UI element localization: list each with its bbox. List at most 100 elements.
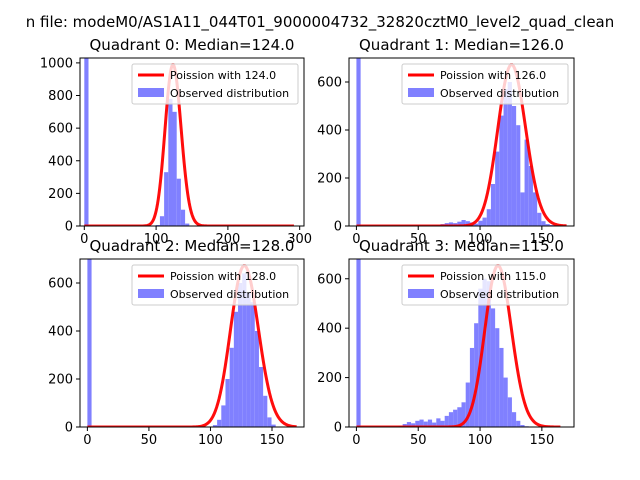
legend-box [401, 264, 569, 306]
histogram-bar [520, 192, 525, 226]
histogram-bar [448, 412, 454, 427]
histogram-bar [415, 420, 420, 427]
legend-hist-label: Observed distribution [170, 87, 289, 100]
histogram-bar [180, 209, 186, 226]
x-tick-label: 0 [83, 433, 91, 448]
histogram-bar [258, 367, 264, 427]
histogram-bar [516, 420, 521, 427]
histogram-bar [545, 224, 550, 226]
histogram-bar [495, 328, 500, 427]
y-tick-label: 200 [48, 187, 73, 202]
histogram-bar [233, 311, 239, 427]
legend-box [131, 63, 299, 105]
histogram-bar [172, 111, 177, 226]
histogram-bar [495, 151, 500, 226]
histogram-bar [507, 82, 512, 226]
legend-fit-label: Poission with 124.0 [170, 69, 276, 82]
histogram-bar [511, 412, 517, 427]
y-tick-label: 0 [334, 421, 342, 436]
histogram-bar [461, 402, 466, 427]
histogram-bar [229, 347, 234, 427]
quadrant-2-histogram [87, 259, 280, 427]
histogram-bar [159, 216, 165, 226]
y-tick-label: 400 [48, 325, 73, 340]
histogram-bar [474, 223, 479, 226]
histogram-bar [271, 424, 276, 427]
x-tick-label: 150 [529, 232, 554, 247]
x-tick-label: 100 [468, 232, 493, 247]
histogram-bar [225, 379, 230, 427]
legend-hist-swatch [408, 88, 434, 97]
histogram-bar [411, 423, 416, 427]
quadrant-3-legend: Poission with 115.0 Observed distribution [401, 264, 569, 306]
x-tick-label: 50 [141, 433, 158, 448]
x-tick-label: 0 [352, 232, 360, 247]
histogram-bar [406, 422, 412, 427]
quadrant-3-panel: Quadrant 3: Median=115.0 0 50 100 150 0 200 400… [317, 237, 575, 448]
x-tick-label: 150 [260, 433, 285, 448]
histogram-bar [436, 418, 441, 427]
quadrant-1-legend: Poission with 126.0 Observed distribution [401, 63, 569, 105]
y-tick-label: 200 [48, 373, 73, 388]
quadrant-2-legend: Poission with 128.0 Observed distribution [131, 264, 299, 306]
histogram-bar [482, 217, 487, 226]
histogram-bar [474, 323, 479, 427]
y-tick-label: 400 [317, 124, 342, 139]
histogram-bar [490, 184, 496, 226]
x-tick-label: 100 [468, 433, 493, 448]
histogram-bar [478, 220, 483, 226]
x-tick-label: 0 [80, 232, 88, 247]
histogram-bar [423, 421, 428, 427]
x-tick-label: 50 [410, 232, 427, 247]
histogram-bar [444, 415, 449, 427]
y-tick-label: 1000 [40, 56, 73, 71]
histogram-bar [524, 139, 529, 226]
legend-hist-label: Observed distribution [440, 87, 559, 100]
y-tick-label: 600 [48, 277, 73, 292]
legend-hist-swatch [138, 289, 164, 298]
histogram-bar [238, 283, 243, 427]
y-tick-label: 400 [317, 322, 342, 337]
legend-box [131, 264, 299, 306]
quadrant-3-frame [348, 258, 575, 428]
histogram-bar [440, 420, 445, 427]
quadrant-2-title: Quadrant 2: Median=128.0 [90, 237, 295, 255]
histogram-bar [457, 221, 462, 226]
histogram-bar [499, 115, 504, 226]
y-tick-label: 600 [317, 272, 342, 287]
histogram-bar [356, 58, 361, 226]
histogram-bar [461, 220, 466, 226]
histogram-bar [507, 397, 512, 427]
y-tick-label: 800 [48, 89, 73, 104]
histogram-bar [164, 172, 169, 226]
histogram-bar [87, 259, 92, 427]
histogram-bar [499, 347, 504, 427]
y-tick-label: 0 [65, 421, 73, 436]
histogram-bar [503, 89, 508, 226]
histogram-bar [465, 221, 470, 226]
histogram-bar [427, 419, 433, 427]
x-tick-label: 100 [198, 433, 223, 448]
legend-hist-swatch [408, 289, 434, 298]
quadrant-0-panel: Quadrant 0: Median=124.0 0 100 200 300 0 200 40… [40, 36, 312, 247]
histogram-bar [465, 382, 470, 427]
quadrant-2-panel: Quadrant 2: Median=128.0 0 50 100 150 0 200 400… [48, 237, 305, 448]
quadrant-2-frame [79, 258, 305, 428]
x-tick-label: 150 [529, 433, 554, 448]
histogram-bar [217, 419, 222, 427]
histogram-bar [185, 223, 190, 226]
x-tick-label: 300 [287, 232, 312, 247]
x-tick-label: 100 [144, 232, 169, 247]
x-tick-label: 50 [410, 433, 427, 448]
histogram-bar [541, 221, 546, 226]
quadrant-0-legend: Poission with 124.0 Observed distribution [131, 63, 299, 105]
histogram-bar [356, 259, 361, 427]
histogram-bar [486, 281, 491, 427]
histogram-bar [486, 209, 491, 226]
histogram-bar [263, 395, 268, 427]
histogram-bar [453, 409, 458, 427]
histogram-bar [482, 278, 487, 427]
histogram-bar [528, 166, 533, 226]
histogram-bar [254, 331, 259, 427]
